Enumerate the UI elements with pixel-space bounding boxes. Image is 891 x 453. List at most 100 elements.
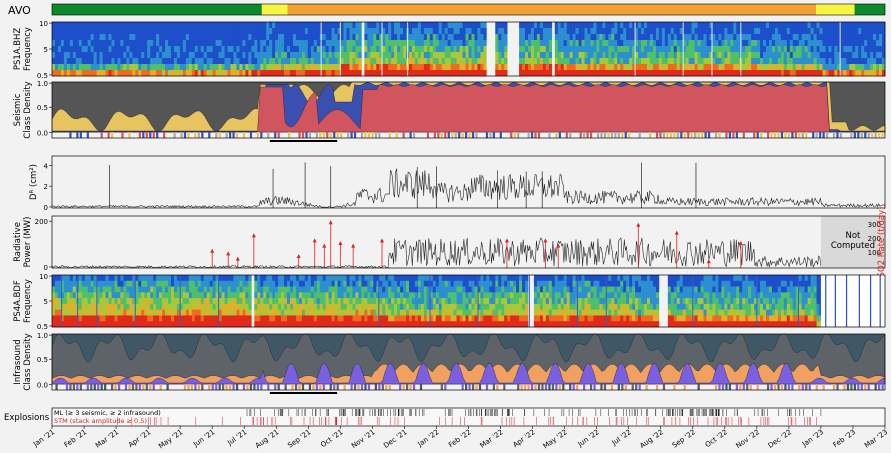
ps4a-spectrogram-cell [554, 303, 559, 310]
ps1a-spectrogram-cell [129, 40, 133, 47]
ps4a-spectrogram-cell [438, 298, 443, 305]
ps1a-spectrogram-cell [724, 22, 728, 29]
ps4a-spectrogram-cell [179, 315, 184, 322]
ps4a-spectrogram-cell [533, 303, 538, 310]
ps4a-spectrogram-cell [614, 309, 618, 316]
seismic-event-tick [475, 132, 478, 138]
ps4a-spectrogram-cell [557, 309, 562, 316]
ps4a-spectrogram-cell [709, 309, 713, 316]
ps1a-spectrogram-cell [132, 64, 136, 71]
ps1a-spectrogram-cell [159, 52, 163, 59]
ps4a-spectrogram-cell [361, 321, 365, 328]
ps4a-spectrogram-cell [807, 303, 811, 310]
ps4a-spectrogram-cell [102, 286, 106, 293]
ps4a-spectrogram-cell [685, 286, 689, 293]
ps1a-spectrogram-cell [780, 58, 785, 65]
ps1a-spectrogram-cell [93, 22, 97, 29]
ps1a-spectrogram-cell [447, 40, 451, 47]
ps4a-spectrogram-cell [81, 275, 86, 282]
ps1a-spectrogram-cell [783, 34, 788, 41]
ps1a-spectrogram-cell [768, 58, 773, 65]
ps4a-spectrogram-cell [72, 321, 77, 328]
ps4a-spectrogram-cell [72, 303, 77, 310]
ps1a-spectrogram-cell [343, 70, 347, 77]
ps4a-spectrogram-cell [319, 309, 324, 316]
ps4a-spectrogram-cell [388, 286, 392, 293]
ps1a-spectrogram-cell [670, 70, 675, 77]
ps4a-spectrogram-cell [495, 275, 499, 282]
ps4a-spectrogram-cell [310, 298, 315, 305]
ps4a-spectrogram-cell [679, 286, 683, 293]
ps1a-spectrogram-cell [703, 22, 707, 29]
ps1a-spectrogram-cell [751, 70, 755, 77]
ps4a-spectrogram-cell [459, 286, 463, 293]
ps4a-spectrogram-cell [441, 321, 445, 328]
ps4a-spectrogram-cell [420, 303, 425, 310]
ps4a-spectrogram-cell [590, 321, 594, 328]
ps1a-spectrogram-cell [403, 28, 407, 35]
ps1a-spectrogram-cell [153, 52, 157, 59]
ps1a-spectrogram-cell [108, 64, 112, 71]
ps1a-spectrogram-cell [331, 40, 335, 47]
ps4a-spectrogram-cell [638, 280, 642, 287]
ps4a-spectrogram-cell [63, 315, 68, 322]
ps1a-spectrogram-cell [376, 22, 380, 29]
ps1a-spectrogram-cell [69, 58, 74, 65]
ps1a-spectrogram-cell [566, 34, 570, 41]
ps4a-spectrogram-cell [709, 315, 713, 322]
ps1a-spectrogram-cell [670, 52, 675, 59]
ps1a-spectrogram-cell [328, 46, 332, 53]
ps4a-spectrogram-cell [792, 303, 797, 310]
ps1a-spectrogram-cell [385, 46, 389, 53]
ps1a-spectrogram-cell [93, 58, 97, 65]
ps4a-spectrogram-cell [563, 321, 567, 328]
ps1a-spectrogram-cell [647, 22, 651, 29]
ps1a-spectrogram-cell [777, 28, 782, 35]
ps4a-spectrogram-cell [215, 303, 219, 310]
ps1a-spectrogram-cell [834, 58, 838, 65]
ps4a-spectrogram-cell [697, 280, 701, 287]
ps4a-spectrogram-cell [441, 315, 445, 322]
ps1a-spectrogram-cell [414, 46, 419, 53]
ps1a-spectrogram-cell [227, 58, 231, 65]
ps4a-spectrogram-cell [209, 303, 213, 310]
ps1a-spectrogram-cell [840, 46, 844, 53]
ps4a-spectrogram-cell [447, 315, 451, 322]
ps4a-spectrogram-cell [703, 280, 707, 287]
ps4a-spectrogram-cell [465, 315, 469, 322]
ps4a-spectrogram-cell [792, 315, 797, 322]
ps1a-spectrogram-cell [501, 64, 505, 71]
ps4a-spectrogram-cell [105, 315, 109, 322]
ps1a-spectrogram-cell [655, 40, 660, 47]
ps4a-spectrogram-cell [629, 321, 633, 328]
ps1a-spectrogram-cell [870, 64, 874, 71]
ps4a-spectrogram-cell [406, 315, 410, 322]
ps1a-spectrogram-cell [358, 52, 362, 59]
ps1a-spectrogram-cell [364, 46, 368, 53]
ps1a-spectrogram-cell [879, 58, 883, 65]
ps1a-spectrogram-cell [483, 22, 487, 29]
ps1a-spectrogram-cell [450, 70, 454, 77]
ps4a-spectrogram-cell [84, 286, 88, 293]
ps1a-spectrogram-cell [298, 52, 303, 59]
ps1a-spectrogram-cell [307, 34, 312, 41]
ps1a-spectrogram-cell [173, 64, 178, 71]
ps4a-spectrogram-cell [617, 292, 621, 299]
ps4a-spectrogram-cell [182, 303, 187, 310]
ps4a-spectrogram-cell [450, 292, 454, 299]
ps4a-spectrogram-cell [748, 298, 752, 305]
ps1a-spectrogram-cell [438, 34, 443, 41]
ps1a-spectrogram-cell [700, 34, 704, 41]
ps4a-spectrogram-cell [649, 315, 654, 322]
ps1a-spectrogram-cell [798, 52, 802, 59]
so2-marker [636, 222, 641, 227]
ps1a-spectrogram-cell [608, 52, 612, 59]
ps1a-spectrogram-cell [766, 46, 770, 53]
ps4a-spectrogram-cell [617, 321, 621, 328]
ps4a-spectrogram-cell [230, 309, 234, 316]
ps4a-spectrogram-cell [403, 275, 407, 282]
ps1a-spectrogram-cell [72, 34, 77, 41]
ps4a-spectrogram-cell [742, 315, 746, 322]
ps4a-spectrogram-cell [93, 286, 97, 293]
ps4a-spectrogram-cell [272, 280, 276, 287]
